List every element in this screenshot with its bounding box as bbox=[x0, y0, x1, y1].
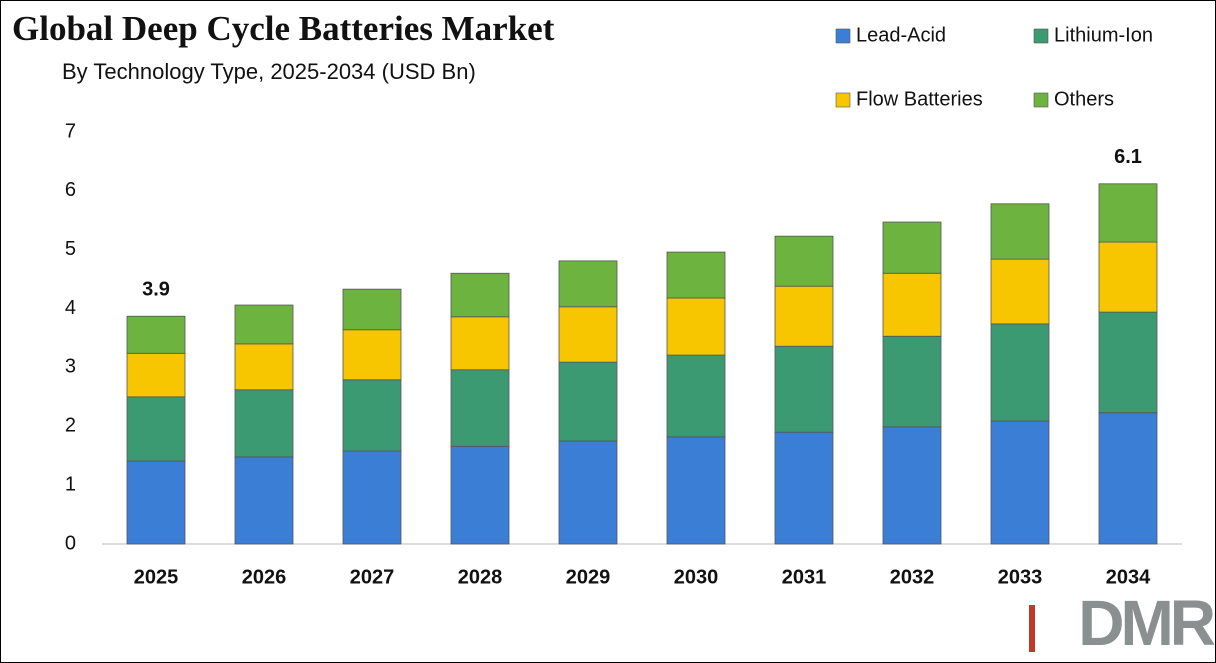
chart-title: Global Deep Cycle Batteries Market bbox=[12, 9, 555, 48]
bar-segment bbox=[774, 345, 834, 433]
bar-segment bbox=[882, 272, 942, 337]
legend-label: Flow Batteries bbox=[856, 88, 983, 110]
x-tick-label: 2029 bbox=[566, 566, 611, 588]
bar-segment bbox=[342, 379, 402, 452]
x-tick-label: 2031 bbox=[782, 566, 827, 588]
bar-segment bbox=[342, 329, 402, 381]
y-tick-label: 5 bbox=[65, 238, 76, 260]
y-tick-label: 7 bbox=[65, 120, 76, 142]
x-tick-label: 2030 bbox=[674, 566, 719, 588]
bar-segment bbox=[450, 445, 510, 545]
bar-segment bbox=[1098, 311, 1158, 414]
bar-segment bbox=[882, 221, 942, 274]
bar-segment bbox=[990, 203, 1050, 260]
x-tick-label: 2028 bbox=[458, 566, 503, 588]
bar-segment bbox=[1098, 241, 1158, 313]
legend-label: Lithium-Ion bbox=[1054, 24, 1153, 46]
x-tick-label: 2025 bbox=[134, 566, 179, 588]
bar-segment bbox=[126, 315, 186, 354]
bar-segment bbox=[450, 272, 510, 318]
x-tick-label: 2026 bbox=[242, 566, 287, 588]
total-label: 6.1 bbox=[1114, 146, 1142, 168]
x-tick-label: 2034 bbox=[1106, 566, 1151, 588]
bar-segment bbox=[558, 440, 618, 545]
bar-segment bbox=[990, 420, 1050, 545]
bar-segment bbox=[882, 426, 942, 545]
legend-label: Lead-Acid bbox=[856, 24, 946, 46]
bar-segment bbox=[558, 260, 618, 308]
bar-segment bbox=[342, 288, 402, 331]
bar-segment bbox=[774, 235, 834, 287]
bar-segment bbox=[126, 396, 186, 462]
y-tick-label: 2 bbox=[65, 415, 76, 437]
bar-segment bbox=[126, 352, 186, 398]
bar-segment bbox=[234, 343, 294, 391]
bar-segment bbox=[666, 354, 726, 438]
bar-segment bbox=[774, 431, 834, 545]
bar-segment bbox=[558, 361, 618, 442]
bar-segment bbox=[1098, 412, 1158, 545]
y-tick-label: 4 bbox=[65, 297, 76, 319]
bar-segment bbox=[666, 297, 726, 356]
bar-segment bbox=[990, 323, 1050, 422]
bar-segment bbox=[126, 460, 186, 545]
total-label: 3.9 bbox=[142, 279, 170, 301]
bar-segment bbox=[234, 304, 294, 345]
y-tick-label: 1 bbox=[65, 473, 76, 495]
bar-segment bbox=[1098, 183, 1158, 243]
bar-segment bbox=[774, 285, 834, 347]
y-tick-label: 0 bbox=[65, 532, 76, 554]
bar-segment bbox=[450, 316, 510, 371]
bar-segment bbox=[342, 450, 402, 545]
legend-swatch bbox=[835, 92, 851, 108]
chart-subtitle: By Technology Type, 2025-2034 (USD Bn) bbox=[62, 59, 476, 84]
legend-swatch bbox=[1033, 28, 1049, 44]
x-tick-label: 2033 bbox=[998, 566, 1043, 588]
y-tick-label: 6 bbox=[65, 179, 76, 201]
bar-segment bbox=[450, 369, 510, 447]
x-tick-label: 2032 bbox=[890, 566, 935, 588]
bar-segment bbox=[558, 306, 618, 363]
bar-segment bbox=[882, 335, 942, 428]
bar-segment bbox=[234, 456, 294, 545]
bar-segment bbox=[666, 436, 726, 545]
legend-swatch bbox=[835, 28, 851, 44]
legend-swatch bbox=[1033, 92, 1049, 108]
bar-segment bbox=[990, 258, 1050, 325]
x-tick-label: 2027 bbox=[350, 566, 395, 588]
legend-label: Others bbox=[1054, 88, 1114, 110]
y-tick-label: 3 bbox=[65, 356, 76, 378]
logo: DMR bbox=[1078, 587, 1215, 659]
bar-segment bbox=[666, 251, 726, 299]
bar-segment bbox=[234, 389, 294, 458]
